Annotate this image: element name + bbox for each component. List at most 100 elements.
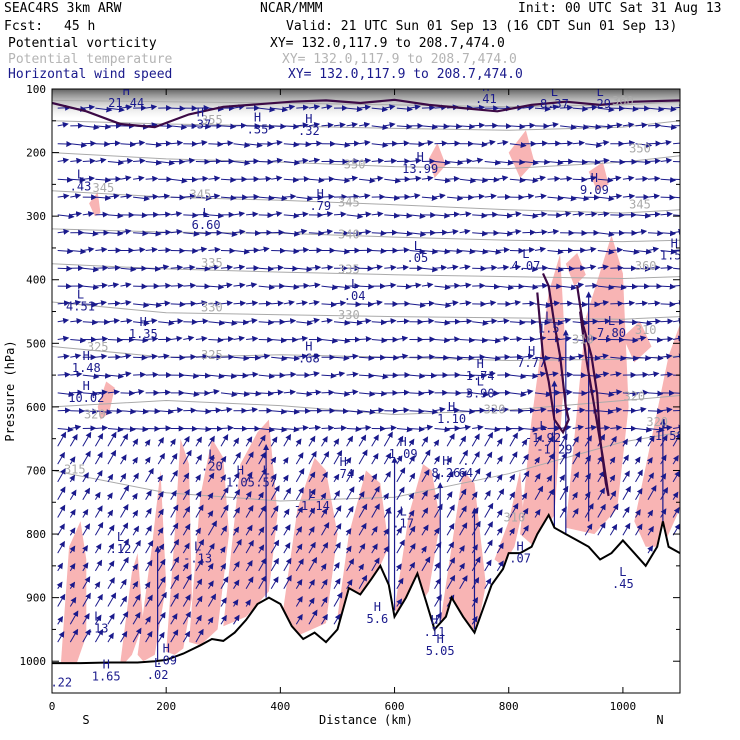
pv-region-15: [89, 192, 101, 217]
wind-vector-569: [283, 487, 292, 500]
wind-vector-1300: [622, 470, 630, 483]
wind-vector-1281: [622, 140, 636, 147]
wind-vector-685: [333, 450, 343, 465]
extrema-label-layer: H21.44H.37 H.35H.32H.39H.41 L8.37L.29H.33L…: [52, 89, 680, 690]
wind-vector-692: [333, 577, 341, 589]
extremum-value-39: -1.14: [294, 499, 330, 513]
wind-vector-441: [233, 264, 246, 271]
wind-vector-721: [346, 558, 355, 572]
valid-time: Valid: 21 UTC Sun 01 Sep 13 (16 CDT Sun …: [286, 19, 677, 34]
wind-vector-770: [371, 434, 379, 447]
extremum-value-6: 8.37: [540, 97, 569, 111]
wind-vector-996: [471, 491, 478, 500]
wind-vector-216: [132, 627, 142, 643]
wind-vector-225: [145, 246, 158, 253]
wind-vector-1105: [521, 470, 530, 483]
wind-vector-777: [371, 557, 380, 572]
wind-vector-1270: [610, 389, 623, 396]
wind-vector-1021: [484, 407, 498, 414]
wind-vector-1177: [559, 474, 565, 483]
extremum-letter-26: H: [83, 379, 90, 393]
wind-vector-1234: [597, 195, 615, 202]
wind-vector-288: [170, 264, 184, 271]
wind-vector-166: [120, 299, 132, 306]
terrain-line: [52, 512, 680, 665]
wind-vector-1233: [597, 177, 614, 184]
wind-vector-122: [94, 614, 102, 625]
wind-vector-725: [359, 139, 371, 146]
wind-vector-291: [170, 318, 184, 325]
extremum-letter-3: H: [305, 112, 312, 126]
wind-vector-729: [359, 211, 372, 218]
wind-vector-15: [57, 371, 71, 378]
wind-vector-1368: [660, 336, 674, 343]
wind-vector-568: [282, 474, 289, 483]
wind-vector-94: [95, 123, 112, 130]
wind-vector-292: [170, 335, 183, 342]
wind-vector-564: [283, 408, 300, 415]
wind-vector-1018: [484, 355, 502, 362]
wind-vector-58: [69, 581, 76, 589]
wind-vector-309: [170, 629, 179, 643]
wind-vector-1013: [484, 264, 498, 271]
wind-vector-840: [409, 231, 427, 237]
wind-vector-810: [396, 212, 413, 219]
wind-vector-662: [321, 578, 328, 589]
wind-vector-1129: [534, 456, 540, 465]
wind-vector-475: [246, 335, 259, 342]
extremum-value-43: .07: [509, 552, 531, 566]
wind-vector-1117: [534, 246, 547, 253]
wind-vector-1155: [547, 488, 555, 500]
y-tick-label-1000: 1000: [20, 655, 47, 668]
wind-vector-432: [233, 104, 245, 111]
wind-vector-941: [446, 523, 455, 536]
extremum-value-27: 3.90: [466, 386, 495, 400]
wind-vector-1253: [597, 522, 606, 536]
wind-vector-381: [208, 264, 220, 271]
wind-vector-1237: [597, 248, 615, 255]
extremum-letter-34: H: [340, 455, 347, 469]
wind-vector-656: [321, 471, 328, 483]
wind-vector-839: [409, 212, 426, 219]
extremum-letter-39: L: [308, 487, 315, 501]
extremum-letter-38: L: [262, 463, 269, 477]
wind-vector-1399: [672, 455, 679, 465]
wind-vector-1315: [635, 300, 649, 307]
extremum-value-42: -.13: [183, 552, 212, 566]
extremum-value-41: .12: [110, 542, 132, 556]
wind-vector-189: [133, 157, 146, 164]
wind-vector-120: [94, 581, 101, 589]
wind-vector-940: [446, 504, 455, 518]
wind-vector-865: [421, 194, 438, 201]
wind-vector-934: [447, 407, 461, 414]
wind-vector-332: [182, 488, 190, 500]
wind-vector-473: [246, 300, 259, 307]
wind-vector-1007: [484, 159, 502, 166]
wind-vector-433: [233, 122, 247, 129]
wind-vector-1140: [547, 228, 560, 235]
wind-vector-1271: [610, 406, 623, 413]
wind-vector-788: [384, 282, 397, 289]
wind-vector-1009: [484, 193, 497, 200]
wind-vector-1284: [622, 193, 636, 200]
wind-vector-918: [447, 123, 463, 130]
wind-vector-869: [421, 266, 439, 273]
wind-vector-1393: [673, 353, 680, 360]
wind-vector-688: [333, 505, 342, 518]
wind-vector-645: [321, 284, 339, 291]
wind-vector-597: [295, 487, 304, 500]
wind-vector-717: [346, 486, 355, 500]
wind-vector-968: [459, 488, 467, 500]
wind-vector-34: [70, 157, 83, 164]
wind-vector-874: [421, 354, 436, 361]
wind-vector-715: [345, 456, 352, 465]
wind-vector-655: [321, 451, 330, 465]
extremum-letter-33: L: [208, 448, 215, 462]
pv-contour-1: [536, 272, 570, 435]
extremum-value-12: .79: [309, 199, 331, 213]
wind-vector-1324: [634, 456, 641, 465]
theta-label-layer: 315 320 325 325 330 330 335 335 340 345 345 345 345 3…: [64, 94, 668, 524]
wind-vector-1001: [471, 576, 480, 589]
wind-vector-143: [107, 431, 117, 447]
